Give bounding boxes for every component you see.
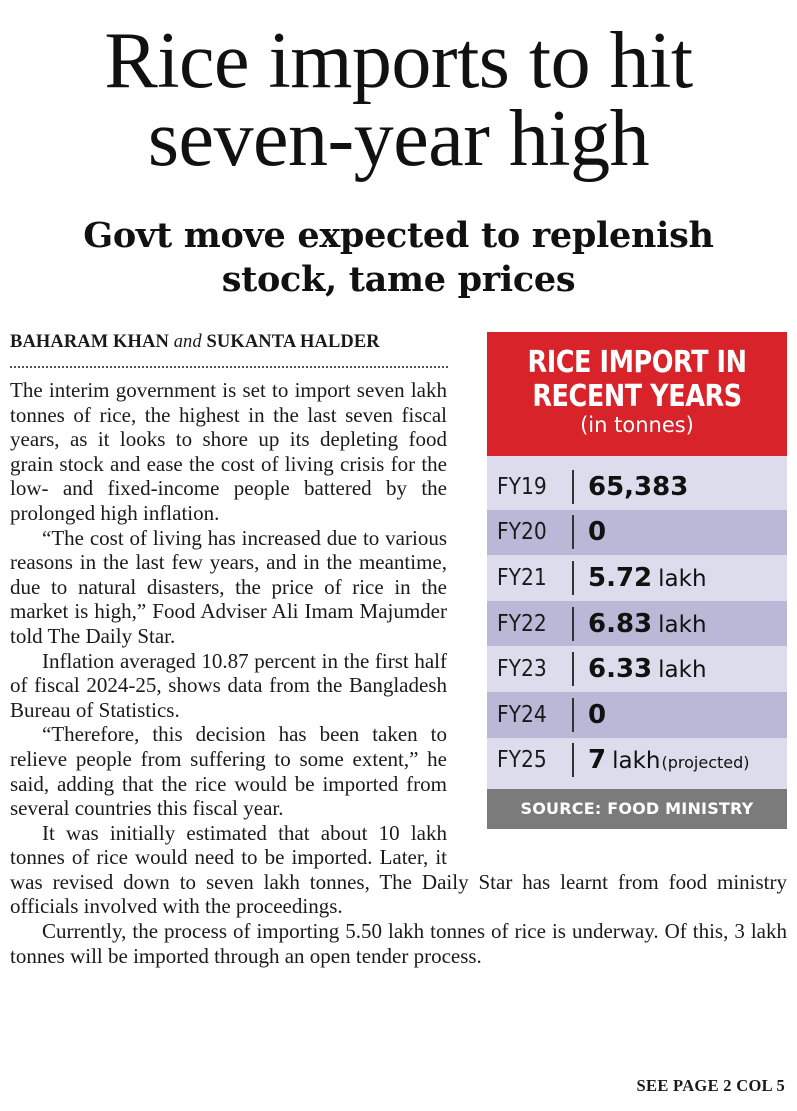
row-separator [572,652,574,687]
row-note: (projected) [661,753,750,773]
row-number: 65,383 [588,471,689,502]
row-separator [572,515,574,550]
infobox-row-fy25: FY25 7 lakh(projected) [497,738,773,784]
infobox-row-fy19: FY19 65,383 [497,464,773,510]
headline: Rice imports to hit seven-year high [0,17,797,183]
paragraph-2: “The cost of living has increased due to… [10,525,447,648]
infobox-row-fy21: FY21 5.72 lakh [497,555,773,601]
row-value: 5.72 lakh [588,563,707,593]
headline-line-2: seven-year high [147,95,650,183]
row-unit: lakh [658,565,707,592]
infobox-unit: (in tonnes) [580,413,694,437]
infobox-title: RICE IMPORT IN RECENT YEARS [510,332,765,414]
row-separator [572,606,574,641]
paragraph-4: “Therefore, this decision has been taken… [10,722,447,821]
subheadline-line-1: Govt move expected to replenish [83,215,714,256]
row-value: 6.83 lakh [588,609,707,639]
infobox-rows: FY19 65,383 FY20 0 FY21 5.72 lakh FY22 6.… [487,456,787,783]
row-number: 0 [588,699,607,730]
paragraph-1: The interim government is set to import … [10,378,447,525]
subheadline: Govt move expected to replenish stock, t… [0,214,797,302]
row-unit: lakh [658,657,707,684]
infobox-source: SOURCE: FOOD MINISTRY [487,789,787,829]
row-number: 6.33 [588,654,653,685]
row-value: 7 lakh(projected) [588,745,750,775]
row-separator [572,469,574,504]
byline-divider [10,366,448,368]
infobox-row-fy24: FY24 0 [487,691,787,738]
row-number: 0 [588,517,607,548]
row-year: FY25 [497,747,547,774]
rice-import-infobox: RICE IMPORT IN RECENT YEARS (in tonnes) … [487,332,787,829]
infobox-title-line-1: RICE IMPORT IN [527,345,747,380]
infobox-title-line-2: RECENT YEARS [532,379,742,414]
row-year: FY19 [497,473,547,500]
row-unit: lakh [612,748,661,775]
byline: BAHARAM KHAN and SUKANTA HALDER [10,332,450,353]
paragraph-6: Currently, the process of importing 5.50… [10,919,787,968]
row-value: 65,383 [588,472,688,502]
byline-author-2: SUKANTA HALDER [206,332,380,352]
infobox-row-fy23: FY23 6.33 lakh [497,646,773,692]
row-number: 5.72 [588,562,653,593]
row-year: FY23 [497,656,547,683]
row-year: FY20 [497,519,547,546]
headline-line-1: Rice imports to hit [104,17,693,105]
row-year: FY24 [497,701,547,728]
row-year: FY22 [497,610,547,637]
article-body: The interim government is set to import … [10,378,787,968]
row-value: 0 [588,700,606,730]
continuation-note: SEE PAGE 2 COL 5 [636,1076,785,1095]
row-separator [572,560,574,595]
row-value: 6.33 lakh [588,654,707,684]
paragraph-3: Inflation averaged 10.87 percent in the … [10,648,447,722]
subheadline-line-2: stock, tame prices [221,259,576,300]
byline-author-1: BAHARAM KHAN [10,332,169,352]
infobox-row-fy22: FY22 6.83 lakh [487,600,787,647]
row-separator [572,697,574,732]
row-number: 7 [588,745,607,776]
infobox-header: RICE IMPORT IN RECENT YEARS (in tonnes) [487,332,787,456]
row-value: 0 [588,517,606,547]
paragraph-5: It was initially estimated that about 10… [10,820,787,919]
infobox-row-fy20: FY20 0 [487,509,787,556]
row-year: FY21 [497,564,547,591]
row-separator [572,743,574,778]
row-unit: lakh [658,611,707,638]
row-number: 6.83 [588,608,653,639]
byline-conjunction: and [173,332,202,352]
